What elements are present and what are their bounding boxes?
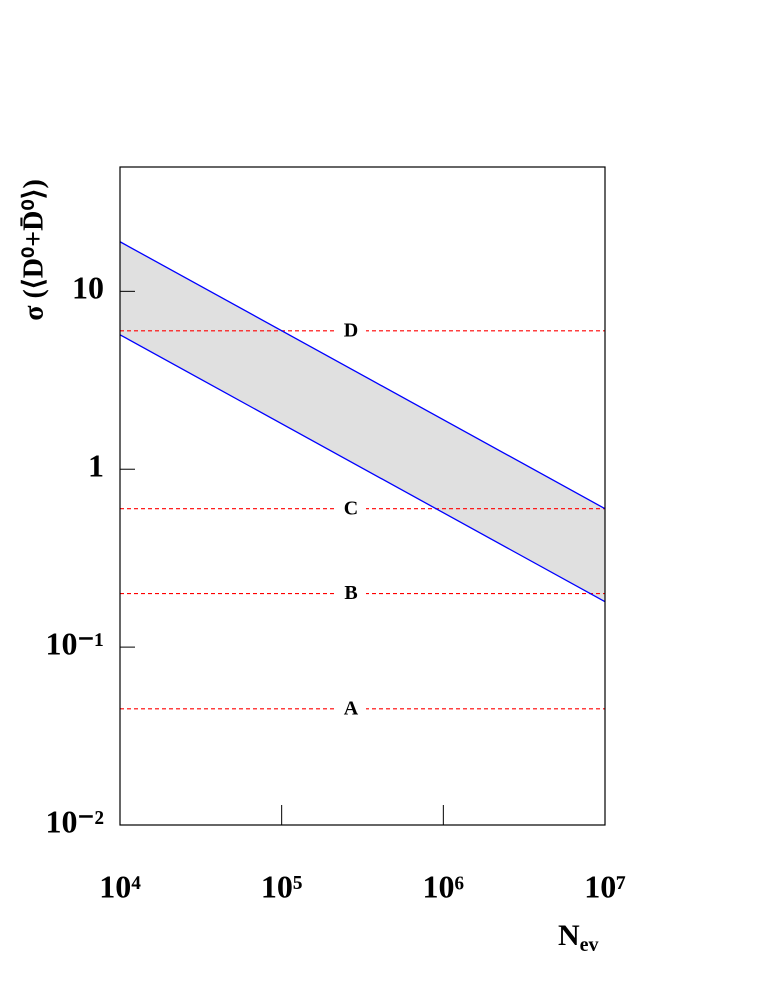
x-tick-label: 10⁷ [584, 868, 626, 904]
reference-label: B [344, 582, 357, 604]
x-tick-label: 10⁴ [99, 868, 141, 904]
x-axis-label-main: N [558, 919, 580, 952]
y-tick-label: 10⁻¹ [46, 625, 104, 661]
band-fill [120, 241, 605, 602]
reference-label-bg [336, 696, 366, 721]
y-axis-label: σ (⟨D⁰+D̄⁰⟩) [18, 179, 49, 321]
plot-frame [119, 166, 606, 826]
y-tick-label: 10 [72, 270, 104, 306]
x-axis-label: Nev [558, 919, 599, 956]
reference-label-bg [336, 496, 366, 521]
x-tick-label: 10⁵ [261, 868, 303, 904]
reference-label-bg [336, 581, 366, 606]
reference-label: A [344, 697, 359, 719]
reference-label-bg [336, 318, 366, 343]
y-tick-label: 10⁻² [46, 803, 104, 839]
y-tick-label: 1 [88, 448, 104, 484]
reference-label: C [344, 497, 358, 519]
x-tick-label: 10⁶ [423, 868, 465, 904]
reference-label: D [344, 319, 358, 341]
x-axis-label-sub: ev [580, 934, 599, 956]
band-edge [119, 334, 606, 603]
band-edge [119, 241, 606, 510]
